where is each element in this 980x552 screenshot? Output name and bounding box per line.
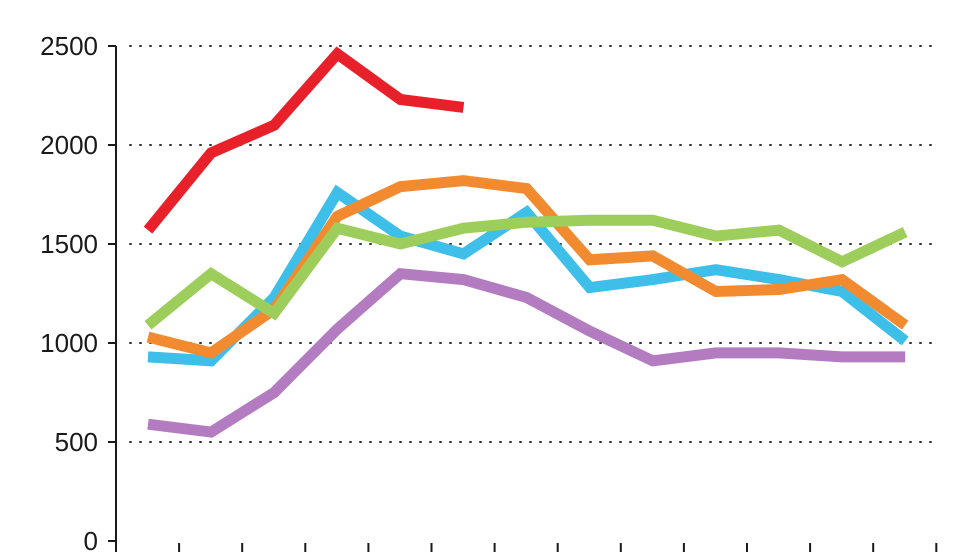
- y-tick-label: 1500: [40, 229, 98, 259]
- axes: [108, 45, 938, 552]
- series-lines: [143, 46, 909, 438]
- series-line-2: [147, 184, 909, 367]
- y-tick-label: 500: [55, 427, 98, 457]
- series-line-4: [144, 214, 908, 330]
- y-tick-labels: 0 500 1000 1500 2000 2500: [40, 31, 98, 552]
- series-line-1: [143, 46, 465, 234]
- y-tick-label: 0: [84, 526, 98, 552]
- series-line-5: [147, 268, 906, 438]
- y-tick-label: 1000: [40, 328, 98, 358]
- y-tick-label: 2000: [40, 130, 98, 160]
- y-tick-label: 2500: [40, 31, 98, 61]
